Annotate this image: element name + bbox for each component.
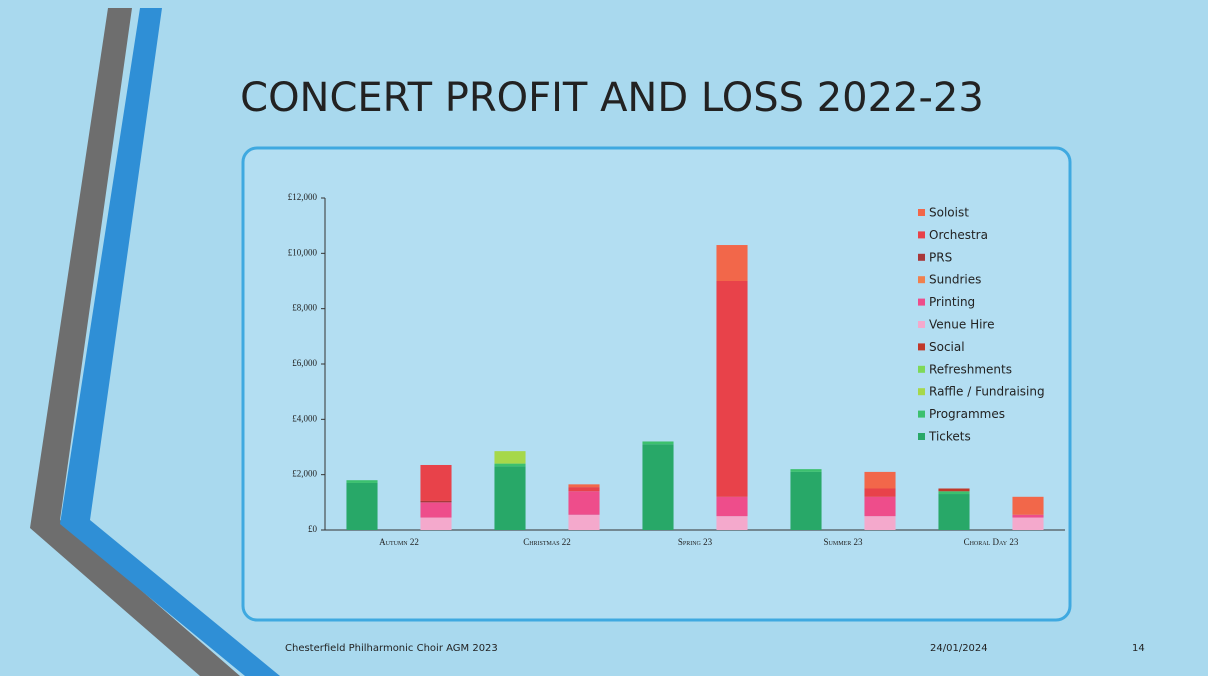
legend-swatch [918, 298, 925, 306]
footer-date: 24/01/2024 [930, 643, 988, 654]
footer-text: Chesterfield Philharmonic Choir AGM 2023 [285, 643, 498, 654]
bar-segment [568, 487, 600, 492]
y-tick-label: £0 [308, 524, 318, 534]
legend-label: Orchestra [929, 228, 988, 242]
x-tick-label: Autumn 22 [379, 537, 419, 547]
legend-swatch [918, 388, 925, 396]
bar-segment [420, 517, 452, 530]
bar-segment [420, 502, 452, 518]
bar-segment [568, 491, 600, 515]
bar-segment [938, 488, 970, 492]
bar-segment [494, 463, 526, 467]
x-tick-label: Christmas 22 [523, 537, 571, 547]
y-tick-label: £4,000 [292, 413, 317, 423]
bar-segment [864, 496, 896, 517]
bar-segment [716, 516, 748, 530]
bar-segment [1012, 517, 1044, 530]
legend-swatch [918, 209, 925, 216]
stripe-grey [30, 8, 240, 676]
bar-segment [568, 514, 600, 530]
legend-label: Tickets [928, 430, 971, 444]
legend-swatch [918, 410, 925, 418]
bar-segment [420, 500, 452, 503]
legend-label: Raffle / Fundraising [929, 385, 1045, 399]
bar-segment [864, 488, 896, 497]
bar-segment [938, 491, 970, 495]
bar-segment [420, 464, 452, 501]
x-tick-label: Spring 23 [678, 537, 713, 547]
bar-segment [864, 516, 896, 530]
y-tick-label: £12,000 [288, 192, 318, 202]
legend-label: Printing [929, 295, 975, 309]
bar-segment [864, 471, 896, 489]
bar-segment [790, 469, 822, 472]
bar-segment [1012, 514, 1044, 518]
bar-segment [494, 451, 526, 464]
title: CONCERT PROFIT AND LOSS 2022-23 [240, 75, 984, 121]
legend-label: Sundries [929, 273, 981, 287]
bar-segment [938, 494, 970, 530]
legend-label: Soloist [929, 206, 969, 220]
legend-label: Refreshments [929, 362, 1012, 376]
legend-swatch [918, 231, 925, 239]
y-tick-label: £2,000 [292, 469, 317, 479]
x-tick-label: Summer 23 [824, 537, 863, 547]
bar-segment [568, 484, 600, 488]
legend-swatch [918, 253, 925, 261]
page-number: 14 [1132, 643, 1145, 654]
bar-segment [716, 245, 748, 281]
bar-segment [716, 281, 748, 497]
y-tick-label: £8,000 [292, 303, 317, 313]
y-tick-label: £6,000 [292, 358, 317, 368]
bar-segment [494, 466, 526, 530]
bar-segment [1012, 496, 1044, 515]
legend-swatch [918, 321, 925, 328]
y-tick-label: £10,000 [288, 247, 318, 257]
legend-swatch [918, 276, 925, 284]
bar-segment [642, 441, 674, 445]
bar-segment [346, 480, 378, 483]
legend-swatch [918, 343, 925, 351]
stripe-blue [60, 8, 280, 676]
legend-swatch [918, 365, 925, 373]
bar-segment [790, 471, 822, 530]
bar-segment [716, 496, 748, 517]
bar-segment [642, 444, 674, 530]
legend-label: Programmes [929, 407, 1005, 421]
bar-segment [346, 482, 378, 530]
x-tick-label: Choral Day 23 [964, 537, 1019, 547]
legend-label: Social [929, 340, 965, 354]
legend-label: Venue Hire [929, 318, 994, 332]
legend-label: PRS [929, 250, 952, 264]
legend-swatch [918, 433, 925, 440]
